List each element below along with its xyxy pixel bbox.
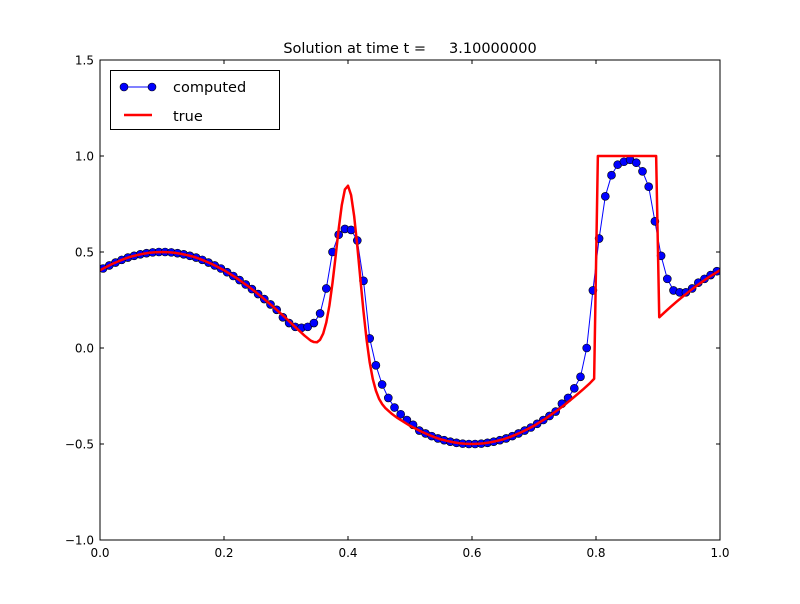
- computed-point: [607, 170, 616, 180]
- legend: computed true: [110, 70, 280, 130]
- x-tick-label: 0.2: [214, 546, 233, 560]
- computed-point: [321, 284, 331, 293]
- computed-point: [631, 158, 641, 168]
- y-tick-label: 0.5: [75, 246, 94, 260]
- true-line: [100, 154, 720, 446]
- y-tick-label: −0.5: [65, 438, 94, 452]
- x-tick-label: 1.0: [710, 546, 729, 560]
- computed-point: [390, 403, 399, 412]
- x-tick-label: 0.0: [90, 546, 109, 560]
- legend-computed-marker: [119, 82, 129, 92]
- computed-point: [346, 225, 356, 235]
- legend-label-true: true: [173, 109, 203, 125]
- computed-point: [638, 167, 647, 176]
- legend-box: [110, 70, 280, 130]
- computed-point: [582, 343, 592, 353]
- x-tick-label: 0.6: [462, 546, 481, 560]
- computed-point: [377, 380, 387, 389]
- ticks-layer: 0.0 0.2 0.4 0.6 0.8 1.0 −1.0 −0.5 0.0 0.5 1.0 1.5: [65, 54, 730, 561]
- legend-computed-marker: [147, 82, 157, 92]
- computed-point: [303, 322, 313, 332]
- computed-point: [662, 274, 672, 284]
- series-layer: [100, 154, 720, 449]
- y-tick-label: 1.5: [75, 54, 94, 68]
- axes-frame: [99, 59, 721, 541]
- computed-point: [371, 360, 381, 370]
- x-tick-label: 0.8: [586, 546, 605, 560]
- series-true: [100, 154, 720, 446]
- computed-point: [396, 409, 406, 419]
- computed-point: [383, 393, 393, 403]
- x-tick-label: 0.4: [338, 546, 357, 560]
- computed-point: [644, 182, 654, 192]
- computed-point: [309, 318, 319, 328]
- computed-point: [600, 192, 610, 201]
- computed-point: [315, 309, 325, 318]
- chart-title: Solution at time t = 3.10000000: [283, 41, 536, 57]
- y-tick-label: 0.0: [75, 342, 94, 356]
- legend-label-computed: computed: [173, 80, 246, 96]
- y-tick-label: −1.0: [65, 534, 94, 548]
- computed-point: [569, 384, 579, 393]
- computed-point: [576, 372, 585, 382]
- computed-point: [284, 318, 294, 328]
- y-tick-label: 1.0: [75, 150, 94, 164]
